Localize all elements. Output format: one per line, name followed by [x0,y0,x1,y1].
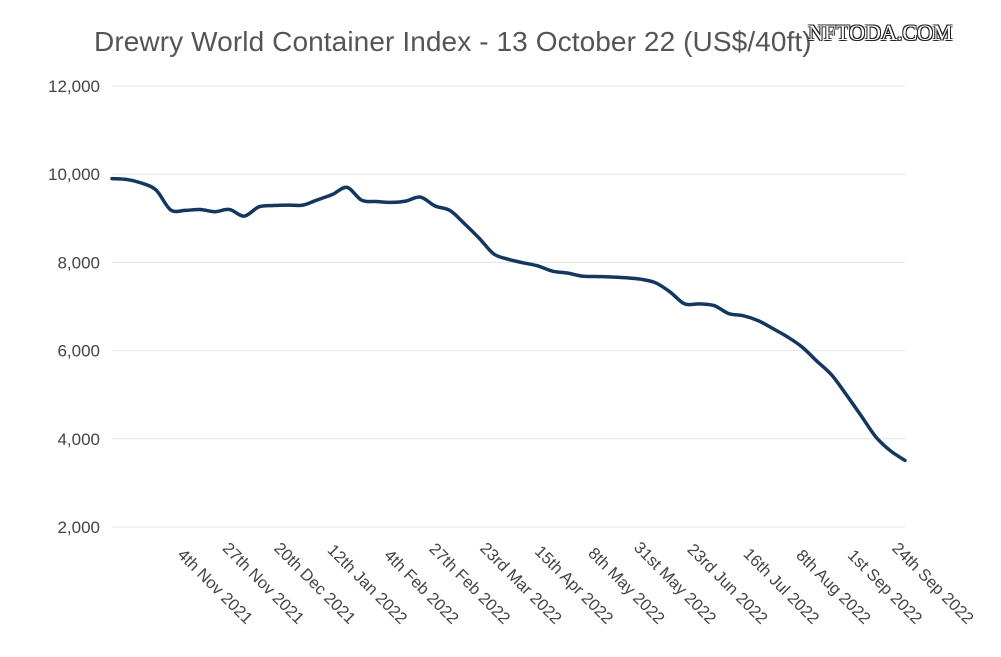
y-tick-label: 4,000 [57,430,100,449]
gridlines [112,85,905,528]
y-tick-label: 12,000 [48,77,100,96]
y-tick-label: 6,000 [57,342,100,361]
y-tick-label: 8,000 [57,253,100,272]
y-tick-label: 2,000 [57,518,100,537]
y-axis-ticks: 2,000 4,000 6,000 8,000 10,000 12,000 [48,77,100,537]
series-layer [110,176,907,463]
y-tick-label: 10,000 [48,165,100,184]
series-line [110,176,907,463]
chart-title: Drewry World Container Index - 13 Octobe… [94,26,812,57]
watermark: NFTODA.COM [808,20,953,45]
